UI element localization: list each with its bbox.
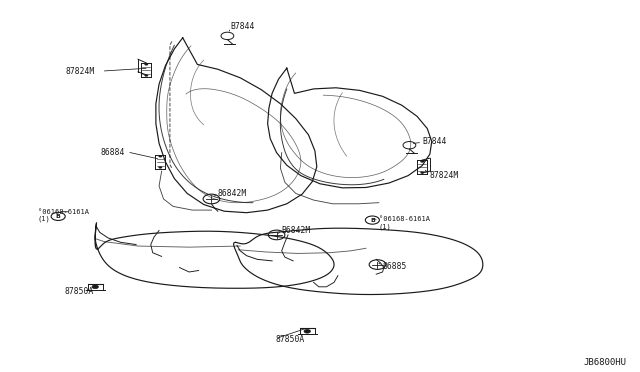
Circle shape — [92, 285, 99, 289]
Text: B7844: B7844 — [422, 137, 447, 146]
Circle shape — [145, 74, 148, 77]
Circle shape — [420, 160, 424, 163]
Circle shape — [145, 63, 148, 65]
Text: 86842M: 86842M — [218, 189, 247, 198]
Text: B6842M: B6842M — [282, 226, 311, 235]
Text: B: B — [370, 218, 375, 222]
Text: 87824M: 87824M — [430, 171, 459, 180]
Text: B7844: B7844 — [230, 22, 255, 31]
Circle shape — [304, 330, 310, 333]
Text: 87824M: 87824M — [66, 67, 95, 76]
Text: °06168-6161A
(1): °06168-6161A (1) — [38, 209, 89, 222]
Text: °06168-6161A
(1): °06168-6161A (1) — [379, 216, 429, 230]
Text: 87850A: 87850A — [275, 335, 305, 344]
Text: 86885: 86885 — [383, 262, 407, 271]
Text: 86884: 86884 — [101, 148, 125, 157]
Text: JB6800HU: JB6800HU — [584, 357, 627, 366]
Circle shape — [159, 166, 163, 169]
Text: 87850A: 87850A — [65, 287, 94, 296]
Circle shape — [420, 171, 424, 174]
Text: B: B — [56, 214, 61, 219]
Circle shape — [159, 155, 163, 157]
